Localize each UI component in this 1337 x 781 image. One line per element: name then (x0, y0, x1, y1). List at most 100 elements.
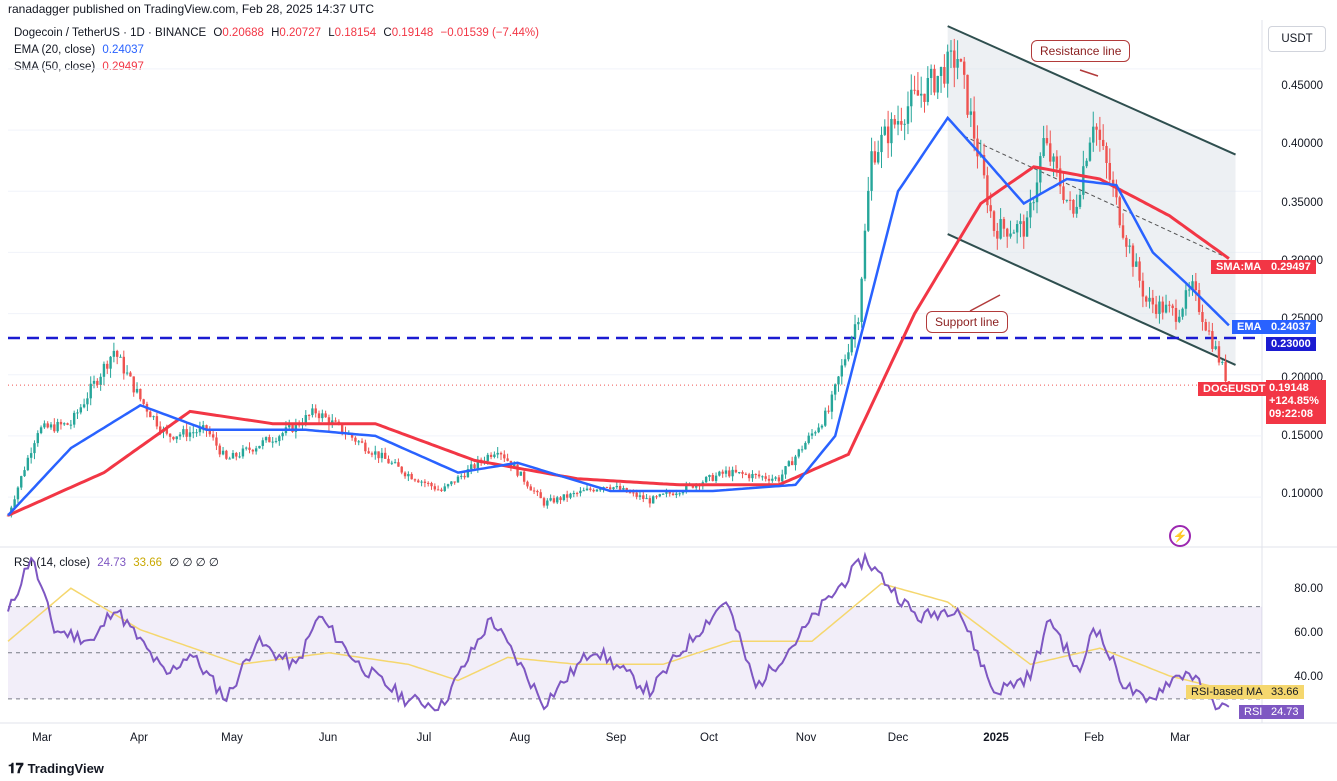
symbol-name[interactable]: Dogecoin / TetherUS · 1D · BINANCE (14, 27, 207, 39)
sma-price-label-name: SMA:MA (1216, 261, 1262, 273)
candle-body (628, 492, 632, 494)
candle-body (115, 350, 119, 357)
candle-body (556, 497, 559, 503)
candle-body (1138, 261, 1141, 281)
candle-body (790, 461, 794, 466)
candle-body (582, 490, 585, 492)
candle-body (923, 93, 926, 102)
symbol-legend: Dogecoin / TetherUS · 1D · BINANCE O0.20… (14, 27, 539, 39)
candle-body (13, 499, 16, 508)
candle-body (423, 481, 427, 483)
candle-body (824, 410, 827, 426)
candle-body (612, 487, 615, 490)
candle-body (1207, 330, 1211, 332)
candle-body (66, 423, 69, 425)
rsi-label: RSI (1239, 705, 1268, 719)
candle-body (761, 476, 764, 478)
candle-body (724, 470, 728, 474)
candle-body (377, 451, 380, 459)
candle-body (632, 492, 635, 494)
sma-legend-label: SMA (50, close) (14, 61, 96, 73)
candle-body (1161, 301, 1164, 313)
candle-body (125, 372, 129, 374)
candle-body (182, 429, 185, 435)
candle-body (532, 490, 536, 492)
candle-body (155, 416, 159, 427)
rsi-legend-value: 24.73 (97, 557, 127, 569)
candle-body (1224, 361, 1227, 382)
candle-body (433, 486, 437, 490)
lightning-icon[interactable]: ⚡ (1169, 525, 1191, 547)
candle-body (771, 478, 774, 481)
candle-body (526, 481, 529, 487)
candle-body (751, 473, 754, 479)
candle-body (334, 420, 337, 422)
candle-body (675, 493, 678, 496)
candle-body (615, 486, 619, 488)
candle-body (1068, 199, 1072, 201)
sma-legend[interactable]: SMA (50, close) 0.29497 (14, 61, 144, 73)
candle-body (678, 493, 681, 495)
candle-body (1035, 182, 1039, 203)
candle-body (430, 482, 433, 487)
candle-body (205, 425, 208, 431)
candle-body (651, 496, 655, 504)
candle-body (996, 230, 999, 239)
candle-body (721, 471, 724, 474)
price-tick: 0.45000 (1281, 80, 1323, 92)
last-price-box: 0.19148 +124.85% 09:22:08 (1266, 380, 1326, 424)
candle-body (1055, 156, 1059, 169)
candle-body (473, 464, 476, 469)
candle-body (638, 495, 642, 497)
ema-price-label: EMA (1232, 320, 1267, 334)
candle-body (413, 479, 417, 481)
time-tick: Mar (1170, 732, 1190, 744)
candle-body (1121, 225, 1125, 238)
candle-body (1072, 199, 1075, 214)
candle-body (420, 481, 423, 483)
candle-body (685, 484, 688, 492)
candle-body (681, 491, 685, 494)
candle-body (456, 476, 460, 483)
footer-brand-label: TradingView (27, 761, 104, 776)
tradingview-logo-icon: 𝟏𝟕 (8, 760, 24, 776)
rsi-legend-extra: ∅ ∅ ∅ ∅ (169, 557, 219, 569)
candle-body (258, 445, 261, 449)
candle-body (314, 408, 317, 414)
candle-body (929, 68, 933, 78)
candle-body (261, 440, 264, 446)
candle-body (1085, 160, 1088, 167)
candle-body (59, 421, 63, 425)
candle-body (890, 118, 893, 144)
candle-body (860, 278, 863, 323)
candle-body (248, 447, 251, 450)
currency-button[interactable]: USDT (1268, 26, 1326, 52)
candle-body (109, 356, 112, 369)
footer-brand[interactable]: 𝟏𝟕 TradingView (8, 760, 104, 777)
candle-body (714, 475, 718, 481)
candle-body (26, 457, 30, 471)
candle-body (542, 498, 546, 506)
candle-body (966, 74, 969, 115)
candle-body (757, 474, 761, 477)
candle-body (711, 474, 714, 481)
last-price: 0.19148 (1269, 382, 1309, 394)
candle-body (618, 486, 622, 490)
candle-body (86, 398, 89, 405)
support-annotation[interactable]: Support line (926, 311, 1009, 333)
candle-body (1174, 308, 1178, 322)
candle-body (529, 486, 532, 491)
ema-legend[interactable]: EMA (20, close) 0.24037 (14, 44, 144, 56)
candle-body (1188, 289, 1191, 291)
candle-body (648, 498, 652, 504)
candle-body (774, 477, 777, 479)
price-tick: 0.40000 (1281, 138, 1323, 150)
candle-body (1025, 217, 1029, 237)
resistance-annotation[interactable]: Resistance line (1031, 40, 1131, 62)
candle-body (840, 365, 843, 377)
rsi-tick: 60.00 (1294, 627, 1323, 639)
candle-body (608, 487, 612, 490)
candle-body (274, 441, 278, 443)
ema-legend-value: 0.24037 (102, 44, 144, 56)
